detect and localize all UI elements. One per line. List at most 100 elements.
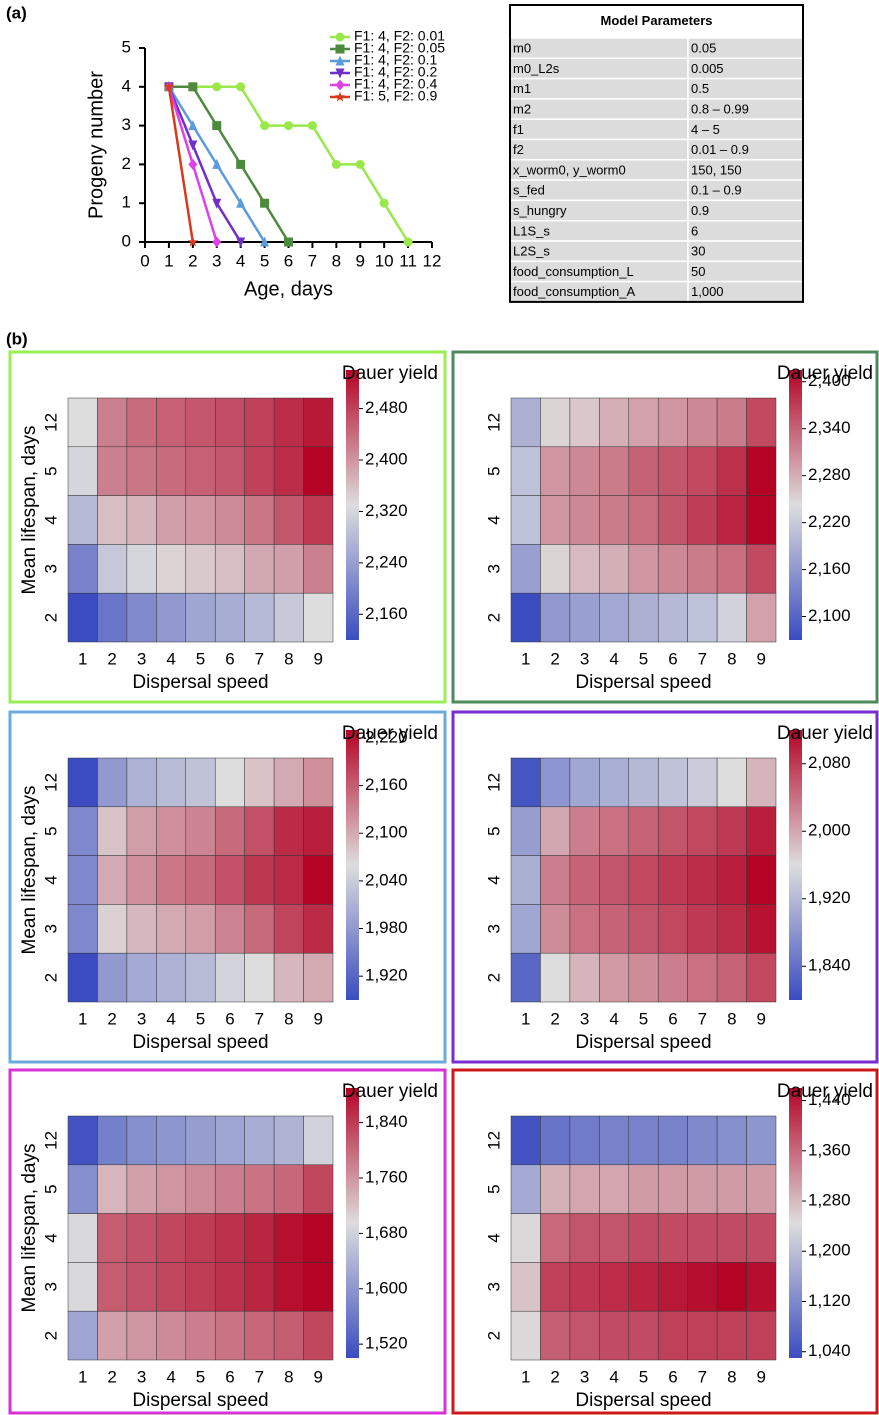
heatmap-cell <box>716 757 747 808</box>
heatmap-cell <box>185 952 216 1003</box>
colorbar-title: Dauer yield <box>777 363 873 384</box>
heatmap-cell <box>303 904 334 954</box>
heatmap-cell <box>185 446 216 496</box>
colorbar-tick-label: 1,920 <box>808 888 851 907</box>
y-tick-label: 3 <box>484 1282 503 1291</box>
y-tick-label: 2 <box>484 1331 503 1340</box>
heatmap-cell <box>510 757 541 808</box>
table-cell <box>687 219 804 242</box>
heatmap-cell <box>244 1262 275 1312</box>
heatmap-cell <box>185 1262 216 1312</box>
heatmap-cell <box>156 757 187 808</box>
x-tick-label: 4 <box>166 649 175 668</box>
colorbar-tick-label: 2,240 <box>365 552 408 571</box>
x-tick-label: 9 <box>314 649 323 668</box>
marker <box>212 121 222 131</box>
y-tick-label: 2 <box>484 613 503 622</box>
colorbar-tick-label: 2,400 <box>365 449 408 468</box>
x-tick-label: 9 <box>757 1009 766 1028</box>
heatmap-cell <box>569 952 600 1003</box>
x-tick-label: 6 <box>668 1367 677 1386</box>
heatmap-cell <box>156 806 187 856</box>
x-tick-label: 3 <box>580 1367 589 1386</box>
colorbar-tick-label: 2,000 <box>808 821 851 840</box>
legend-marker <box>334 91 346 102</box>
table-title: Model Parameters <box>601 13 713 28</box>
table-value: 0.9 <box>691 203 709 218</box>
heatmap-cell <box>540 397 571 448</box>
heatmap-cell <box>540 806 571 856</box>
heatmap-cell <box>97 757 128 808</box>
colorbar-tick-label: 1,840 <box>808 956 851 975</box>
heatmap-cell <box>214 1164 245 1214</box>
colorbar-tick-label: 1,360 <box>808 1140 851 1159</box>
heatmap-cell <box>97 1213 128 1263</box>
heatmap-cell <box>628 806 659 856</box>
heatmap-cell <box>716 806 747 856</box>
heatmap-cell <box>67 1164 98 1214</box>
colorbar <box>346 1088 359 1358</box>
marker <box>212 158 222 169</box>
x-tick-label: 5 <box>196 1009 205 1028</box>
x-tick-label: 1 <box>164 251 173 270</box>
colorbar-tick-label: 2,220 <box>365 727 408 746</box>
y-tick-label: 3 <box>41 924 60 933</box>
heatmap-cell <box>303 806 334 856</box>
heatmap-cell <box>540 904 571 954</box>
heatmap-cell <box>97 806 128 856</box>
heatmap-cell <box>156 952 187 1003</box>
heatmap-cell <box>214 904 245 954</box>
colorbar-tick-label: 1,040 <box>808 1341 851 1360</box>
x-axis-title: Dispersal speed <box>575 672 711 693</box>
heatmap-cell <box>244 592 275 643</box>
x-axis-title: Dispersal speed <box>132 1032 268 1053</box>
heatmap-cell <box>303 544 334 594</box>
table-value: 0.05 <box>691 41 716 56</box>
y-tick-label: 3 <box>41 564 60 573</box>
heatmap-cell <box>303 446 334 496</box>
heatmap-cell <box>67 592 98 643</box>
x-tick-label: 11 <box>399 251 417 270</box>
x-tick-label: 8 <box>284 1009 293 1028</box>
heatmap-cell <box>746 1164 777 1214</box>
table-key: food_consumption_A <box>513 284 635 299</box>
legend-label: F1: 4, F2: 0.01 <box>354 28 445 44</box>
heatmap-cell <box>126 757 157 808</box>
colorbar-tick-label: 1,280 <box>808 1191 851 1210</box>
heatmap-cell <box>126 1115 157 1166</box>
colorbar <box>789 370 802 640</box>
marker <box>284 121 293 131</box>
heatmap-cell <box>156 397 187 448</box>
heatmap-cell <box>510 952 541 1003</box>
y-tick-label: 5 <box>41 466 60 475</box>
heatmap-cell <box>657 1310 688 1361</box>
heatmap-cell <box>185 757 216 808</box>
x-tick-label: 6 <box>668 649 677 668</box>
table-key: f2 <box>513 142 524 157</box>
heatmap-cell <box>214 952 245 1003</box>
heatmap-cell <box>569 806 600 856</box>
heatmap-cell <box>303 952 334 1003</box>
x-tick-label: 4 <box>609 1009 618 1028</box>
heatmap-cell <box>303 1262 334 1312</box>
heatmap-cell <box>156 495 187 545</box>
heatmap-cell <box>628 1310 659 1361</box>
heatmap-cell <box>273 1164 304 1214</box>
heatmap-cell <box>67 1213 98 1263</box>
series-line <box>168 85 410 243</box>
heatmap-cell <box>156 446 187 496</box>
heatmap-cell <box>273 1310 304 1361</box>
heatmap-cell <box>273 1213 304 1263</box>
heatmap-cell <box>303 757 334 808</box>
heatmap-cell <box>628 495 659 545</box>
colorbar-tick-label: 2,280 <box>808 465 851 484</box>
y-tick-label: 3 <box>484 924 503 933</box>
heatmap-cell <box>510 1213 541 1263</box>
heatmap-cell <box>540 1164 571 1214</box>
marker <box>236 237 246 248</box>
heatmap-cell <box>126 952 157 1003</box>
x-tick-label: 4 <box>609 1367 618 1386</box>
heatmap-cell <box>244 855 275 905</box>
y-tick-label: 5 <box>484 1184 503 1193</box>
heatmap-cell <box>746 544 777 594</box>
